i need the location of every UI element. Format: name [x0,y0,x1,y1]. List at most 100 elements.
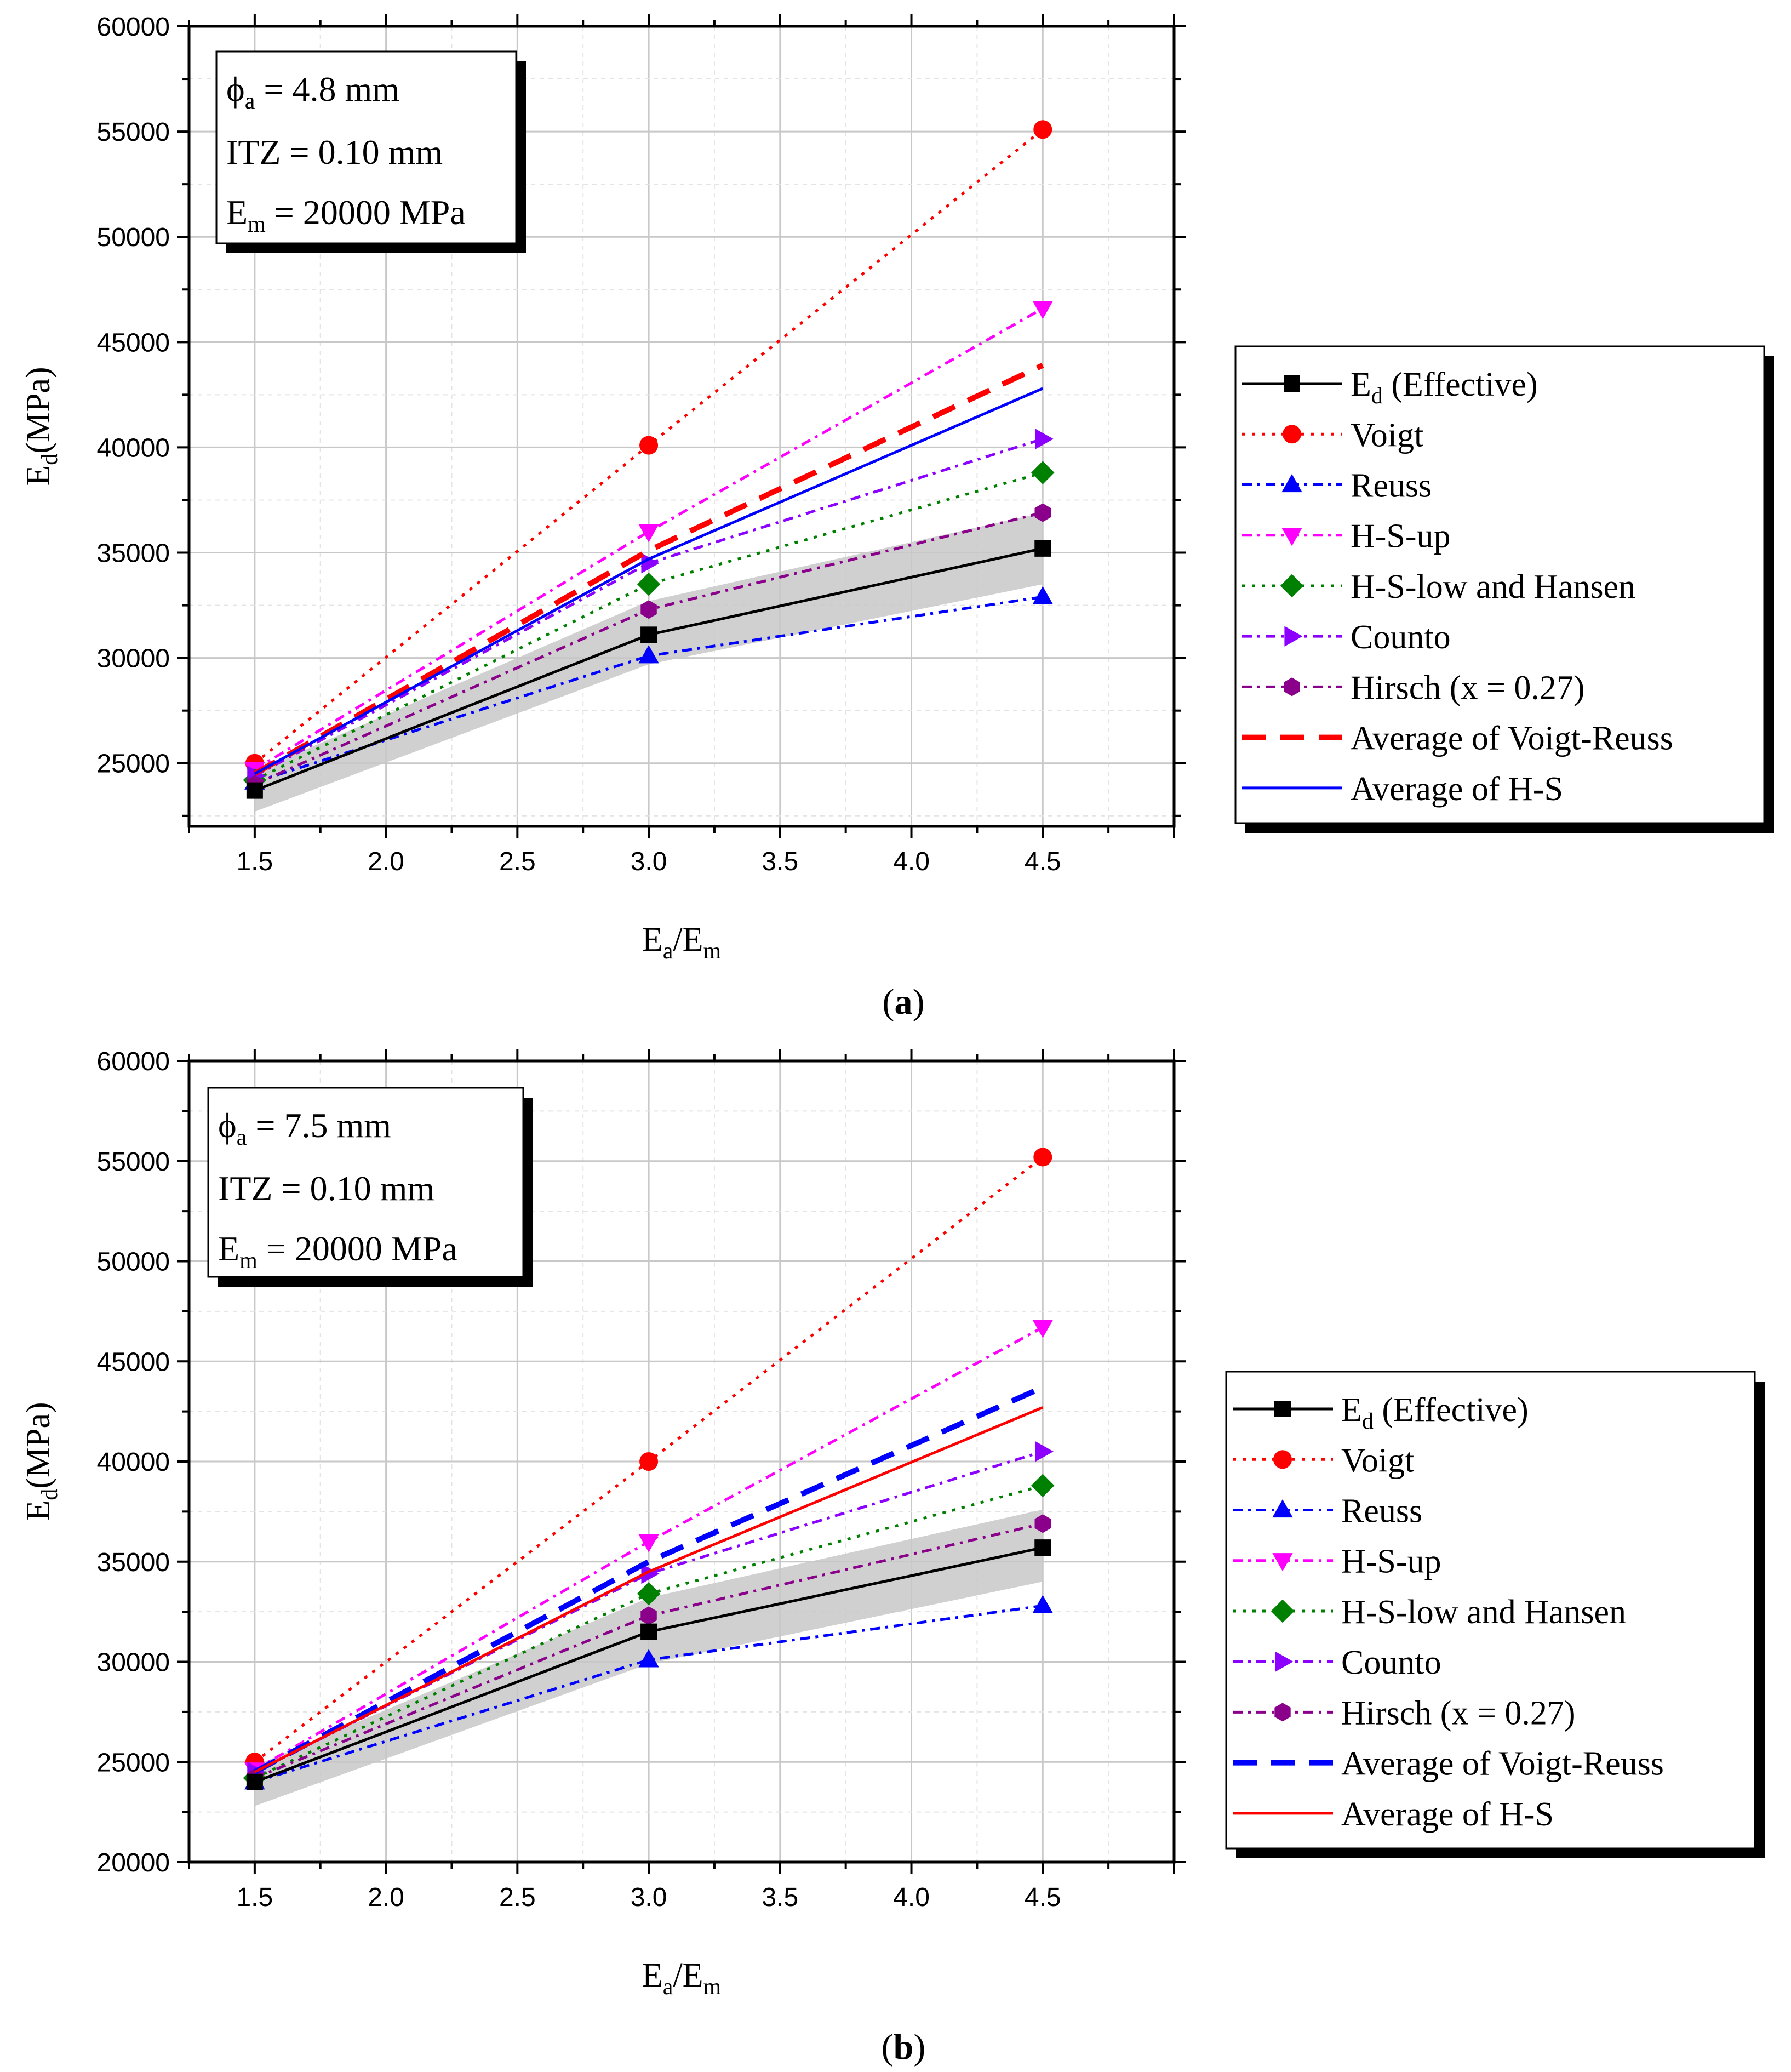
data-point [1034,1514,1051,1533]
legend-marker [1284,375,1300,392]
legend-label: Average of H-S [1341,1796,1554,1833]
x-axis: 1.5 2.0 2.5 3.0 3.5 4.0 4.5 [188,14,1175,876]
legend-item: Hirsch (x = 0.27) [1242,669,1585,706]
legend-label: Voigt [1341,1442,1414,1479]
x-tick-label: 3.5 [762,1883,798,1912]
data-point [246,782,263,799]
info-box: ϕa = 7.5 mm ITZ = 0.10 mm Em = 20000 MPa [207,1087,533,1287]
y-tick-label: 35000 [97,539,170,568]
series-line [253,1385,1044,1774]
data-point [1032,1595,1053,1613]
data-point [640,626,657,643]
legend-item: Average of H-S [1233,1796,1554,1833]
legend-marker [1284,626,1303,647]
data-point [640,600,657,619]
legend: Ed (Effective) Voigt Reuss H-S-up H-S-low an… [1234,345,1774,833]
data-point [637,572,661,596]
data-point [637,1582,661,1606]
legend-marker [1272,1499,1293,1518]
data-point [1034,503,1051,522]
legend-item: H-S-low and Hansen [1242,568,1635,606]
y-tick-label: 45000 [97,328,170,357]
data-point [638,1649,659,1668]
legend-label: Voigt [1351,416,1423,454]
series-average-of-h-s [254,1406,1044,1773]
series-average-of-voigt-reuss [253,1385,1044,1774]
legend-marker [1274,1703,1291,1722]
x-tick-label: 1.5 [236,1883,273,1912]
data-point [1033,1148,1052,1167]
data-point [1032,586,1053,604]
legend-item: Ed (Effective) [1242,366,1538,409]
series-line [254,471,1043,781]
data-point [1033,120,1052,139]
info-phi: ϕa = 4.8 mm [226,70,399,114]
y-tick-label: 60000 [97,13,170,42]
info-box-frame [207,1087,524,1278]
legend-label: Reuss [1341,1493,1422,1530]
x-axis-title: Ea/Em [642,921,722,964]
series-ed-effective- [246,1539,1051,1790]
legend-label: Counto [1341,1644,1441,1681]
legend-item: Counto [1233,1644,1441,1681]
chart-panel-b: 1.5 2.0 2.5 3.0 3.5 4.0 4.5 20000 25000 30000 3500… [20,1047,1765,2067]
chart-panel-a: 1.5 2.0 2.5 3.0 3.5 4.0 4.5 25000 30000 35000 4000… [20,13,1774,1022]
legend-item: Average of H-S [1242,770,1563,808]
info-em: Em = 20000 MPa [218,1229,457,1274]
legend-marker [1272,1553,1293,1572]
legend-label: Reuss [1351,467,1432,505]
legend-item: Average of Voigt-Reuss [1242,720,1673,757]
legend-marker [1283,425,1301,444]
legend-label: H-S-low and Hansen [1341,1594,1626,1631]
x-tick-label: 2.5 [499,1883,536,1912]
x-axis-title: Ea/Em [642,1957,722,2000]
y-tick-label: 25000 [97,1748,170,1777]
legend-item: Reuss [1233,1493,1422,1530]
legend-marker [1274,1401,1291,1418]
legend-item: Average of Voigt-Reuss [1233,1745,1664,1783]
y-tick-label: 40000 [97,433,170,463]
y-axis: 20000 25000 30000 35000 40000 45000 50000 55000… [97,1047,1186,1877]
y-tick-label: 55000 [97,1148,170,1177]
legend-marker [1280,574,1304,598]
x-tick-label: 2.0 [368,1883,404,1912]
legend-item: Voigt [1233,1442,1414,1479]
legend-marker [1284,677,1300,697]
info-itz: ITZ = 0.10 mm [218,1169,434,1208]
panel-label: (a) [883,982,925,1022]
data-point [641,1563,660,1584]
data-point [640,1606,657,1625]
y-tick-label: 55000 [97,118,170,147]
info-box: ϕa = 4.8 mm ITZ = 0.10 mm Em = 20000 MPa [215,50,526,253]
series-line [254,387,1044,775]
legend-marker [1271,1599,1295,1623]
legend-label: Ed (Effective) [1341,1391,1529,1434]
legend-item: H-S-low and Hansen [1233,1594,1626,1631]
data-point [1031,1474,1055,1498]
plot-frame [187,25,1176,828]
y-tick-label: 30000 [97,644,170,673]
y-tick-label: 50000 [97,223,170,252]
legend-item: H-S-up [1233,1543,1441,1580]
x-tick-label: 1.5 [236,847,273,876]
y-tick-label: 30000 [97,1648,170,1677]
data-point [1034,1539,1051,1556]
y-axis-title: Ed(MPa) [20,1402,62,1521]
x-tick-label: 3.5 [762,847,798,876]
data-point [639,436,659,455]
y-tick-label: 25000 [97,750,170,779]
legend-label: Average of Voigt-Reuss [1341,1745,1664,1783]
x-tick-label: 3.0 [631,1883,667,1912]
legend-label: Average of Voigt-Reuss [1351,720,1673,757]
x-tick-label: 2.5 [499,847,536,876]
data-point [1031,461,1055,484]
legend-item: Voigt [1242,416,1423,454]
info-itz: ITZ = 0.10 mm [226,133,443,172]
y-tick-label: 20000 [97,1848,170,1877]
legend: Ed (Effective) Voigt Reuss H-S-up H-S-low an… [1225,1371,1765,1858]
data-point [639,1452,659,1471]
info-em: Em = 20000 MPa [226,193,466,237]
legend-marker [1275,1651,1294,1672]
x-tick-label: 4.5 [1025,1883,1061,1912]
legend-marker [1281,473,1302,493]
